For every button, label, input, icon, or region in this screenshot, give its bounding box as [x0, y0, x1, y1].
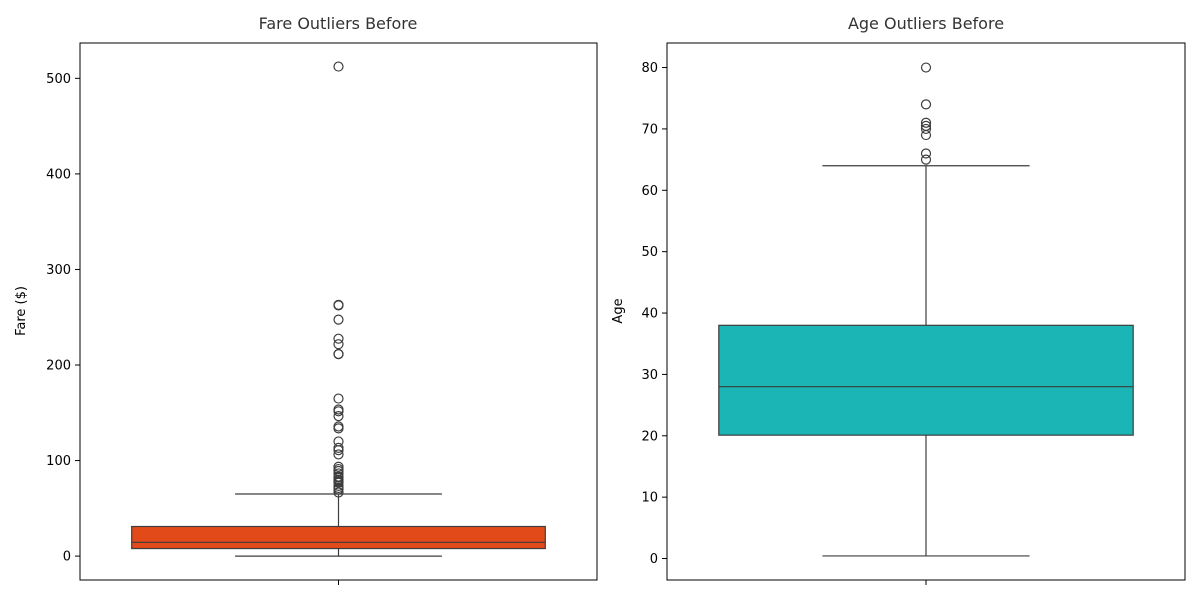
age-y-tick-label: 70: [641, 122, 658, 137]
age-boxplot-panel: Age Outliers Before Age 0 10 20 30 40 50 60 70 8…: [611, 14, 1186, 585]
age-outlier-point: [920, 148, 932, 159]
age-outlier-point: [920, 120, 932, 131]
age-y-tick-label: 60: [641, 184, 658, 199]
fare-chart-title: Fare Outliers Before: [259, 14, 418, 33]
age-outlier-point: [920, 117, 932, 128]
fare-outlier-point: [333, 471, 344, 482]
fare-y-tick-label: 200: [46, 359, 71, 374]
fare-iqr-box: [131, 525, 546, 550]
fare-outlier-point: [333, 348, 344, 360]
fare-y-tick-label: 0: [63, 550, 71, 565]
fare-y-tick-label: 100: [46, 454, 71, 469]
age-y-tick-label: 80: [641, 61, 658, 76]
fare-boxplot-panel: Fare Outliers Before Fare ($) 0 100 200 300…: [14, 14, 598, 585]
fare-outlier-point: [333, 421, 344, 432]
fare-outlier-point: [333, 436, 344, 447]
fare-outlier-point: [333, 299, 344, 310]
fare-outlier-point: [333, 333, 344, 344]
age-y-tick-label: 30: [641, 368, 658, 383]
fare-outlier-point: [333, 314, 344, 325]
age-y-tick-label: 0: [650, 552, 658, 567]
age-outlier-point: [920, 154, 932, 165]
fare-outlier-point: [333, 442, 344, 453]
age-chart-title: Age Outliers Before: [848, 14, 1004, 33]
fare-y-tick-label: 400: [46, 167, 71, 182]
age-y-axis-label: Age: [611, 298, 626, 323]
fare-outlier-point: [333, 411, 344, 422]
age-y-tick-label: 40: [641, 307, 658, 322]
age-outlier-point: [920, 62, 932, 73]
age-iqr-box: [718, 324, 1134, 436]
fare-y-tick-label: 500: [46, 72, 71, 87]
age-outlier-point: [920, 123, 932, 135]
age-y-tick-label: 10: [641, 491, 658, 506]
fare-outlier-point: [333, 339, 344, 350]
fare-outlier-point: [333, 393, 344, 404]
fare-outlier-point: [333, 461, 344, 472]
fare-y-axis-label: Fare ($): [14, 286, 29, 336]
fare-outlier-point: [333, 404, 344, 415]
fare-outlier-point: [333, 61, 344, 72]
fare-outlier-point: [333, 449, 344, 460]
fare-outlier-point: [333, 468, 344, 479]
fare-outlier-point: [333, 487, 344, 498]
age-y-tick-label: 20: [641, 429, 658, 444]
age-y-tick-label: 50: [641, 245, 658, 260]
age-outlier-point: [920, 99, 932, 110]
fare-y-tick-label: 300: [46, 263, 71, 278]
